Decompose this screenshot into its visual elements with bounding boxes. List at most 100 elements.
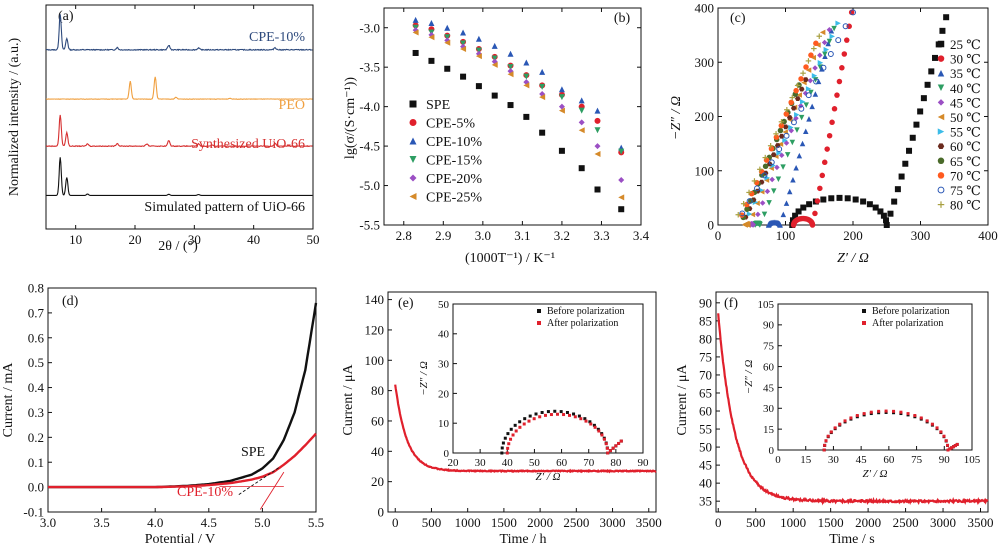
data-point bbox=[813, 78, 820, 85]
inset-data-point bbox=[534, 412, 538, 416]
legend-marker bbox=[937, 84, 945, 92]
data-point bbox=[792, 212, 799, 219]
inset-y-axis-label: −Z″ / Ω bbox=[418, 361, 430, 396]
legend-label: 80 ℃ bbox=[950, 198, 981, 213]
x-axis-label: 2θ / (°) bbox=[158, 239, 198, 254]
legend-label: 35 ℃ bbox=[950, 66, 981, 81]
data-point bbox=[784, 106, 790, 113]
data-point bbox=[891, 198, 898, 205]
data-point bbox=[412, 27, 419, 34]
inset-data-point bbox=[506, 446, 510, 450]
data-point bbox=[812, 91, 819, 97]
data-point bbox=[777, 222, 783, 228]
data-point bbox=[836, 78, 843, 85]
data-point bbox=[821, 159, 828, 166]
data-point bbox=[507, 71, 514, 78]
data-point bbox=[788, 124, 794, 131]
data-point bbox=[754, 200, 760, 207]
data-point bbox=[799, 99, 806, 105]
data-point bbox=[809, 103, 815, 110]
data-point bbox=[817, 52, 823, 58]
data-point bbox=[826, 38, 833, 45]
data-point bbox=[539, 68, 546, 75]
data-point bbox=[813, 40, 819, 47]
data-point bbox=[762, 163, 769, 169]
x-tick-label: 15 bbox=[800, 454, 812, 466]
panel-a-xrd: 10 20 30 40 50 (a) 2θ / (°) Normalized intensit… bbox=[7, 4, 320, 254]
data-point bbox=[817, 185, 823, 192]
legend-marker bbox=[937, 113, 945, 121]
inset-data-point bbox=[523, 417, 527, 421]
inset-data-point bbox=[619, 439, 623, 443]
xrd-pattern-line bbox=[46, 157, 313, 196]
panel-label: (b) bbox=[614, 11, 631, 26]
y-tick-label: 60 bbox=[371, 414, 384, 429]
data-point bbox=[475, 83, 482, 90]
inset-legend-label: After polarization bbox=[872, 318, 943, 329]
panel-label: (a) bbox=[58, 9, 74, 24]
data-point bbox=[755, 211, 761, 218]
x-tick-label: 2.8 bbox=[396, 228, 412, 243]
data-point bbox=[775, 176, 782, 182]
y-tick-label: 15 bbox=[763, 424, 775, 436]
legend-label: SPE bbox=[426, 98, 450, 113]
x-tick-label: 2000 bbox=[527, 515, 553, 530]
x-axis-label: Time / s bbox=[829, 532, 874, 547]
data-point bbox=[806, 201, 813, 208]
data-point bbox=[835, 20, 841, 26]
y-axis-label: Current / μA bbox=[341, 363, 356, 435]
y-tick-label: 30 bbox=[763, 403, 775, 415]
data-point bbox=[523, 73, 530, 80]
data-point bbox=[761, 211, 768, 218]
data-point bbox=[806, 116, 812, 122]
y-tick-label: -4.0 bbox=[359, 99, 380, 114]
x-tick-label: 45 bbox=[856, 454, 868, 466]
inset-background bbox=[778, 304, 972, 450]
data-point bbox=[735, 211, 741, 218]
y-tick-label: 80 bbox=[371, 383, 384, 398]
data-point bbox=[777, 127, 784, 134]
plot-frame bbox=[383, 7, 642, 226]
data-point bbox=[800, 70, 806, 76]
data-point bbox=[805, 58, 812, 64]
inset-data-point bbox=[952, 445, 956, 449]
x-tick-label: 80 bbox=[610, 457, 622, 469]
x-tick-label: 1000 bbox=[780, 515, 806, 530]
data-point bbox=[850, 9, 856, 16]
data-point bbox=[828, 195, 835, 202]
x-tick-label: 70 bbox=[583, 457, 595, 469]
inset-data-point bbox=[579, 417, 583, 421]
y-tick-label: 85 bbox=[699, 313, 712, 328]
x-axis-label: (1000T⁻¹) / K⁻¹ bbox=[465, 251, 555, 266]
data-point bbox=[824, 146, 830, 152]
x-tick-label: 105 bbox=[964, 454, 981, 466]
curve-label-cpe: CPE-10% bbox=[177, 485, 233, 500]
data-point bbox=[790, 119, 797, 126]
inset-data-point bbox=[605, 446, 609, 450]
data-point bbox=[618, 194, 625, 201]
tangent-line-spe bbox=[238, 466, 280, 495]
legend-label: 40 ℃ bbox=[950, 81, 981, 96]
data-point bbox=[773, 134, 780, 140]
data-point bbox=[784, 152, 791, 158]
y-tick-label: 70 bbox=[699, 368, 712, 383]
y-tick-label: 100 bbox=[695, 163, 715, 178]
inset-data-point bbox=[822, 448, 826, 452]
inset-data-point bbox=[849, 416, 853, 420]
y-tick-label: 20 bbox=[371, 474, 384, 489]
data-point bbox=[803, 64, 809, 70]
x-tick-label: 1500 bbox=[818, 515, 844, 530]
data-point bbox=[811, 45, 817, 52]
inset-data-point bbox=[913, 414, 917, 418]
data-point bbox=[898, 173, 905, 180]
inset-data-point bbox=[518, 420, 522, 424]
inset-data-point bbox=[562, 413, 566, 417]
inset-x-axis-label: Z′ / Ω bbox=[535, 471, 560, 483]
y-tick-label: 45 bbox=[763, 382, 775, 394]
legend-marker bbox=[409, 156, 417, 163]
panel-b-conductivity: 2.8 2.9 3.0 3.1 3.2 3.3 3.4 -3.0 -3.5 -4.0 -4.5 -5.… bbox=[343, 7, 650, 266]
data-point bbox=[740, 200, 747, 207]
inset-data-point bbox=[514, 429, 518, 433]
data-point bbox=[917, 108, 924, 115]
inset-data-point bbox=[506, 432, 510, 436]
